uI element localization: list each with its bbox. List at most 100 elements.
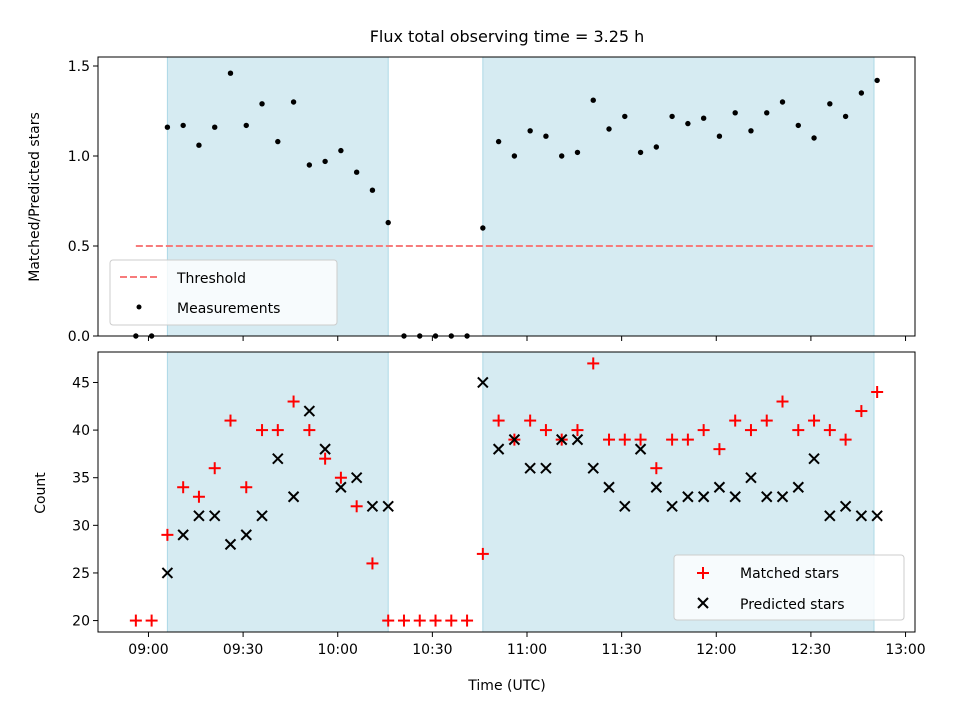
predicted-stars-point xyxy=(193,510,205,522)
matched-stars-point xyxy=(792,424,805,437)
predicted-stars-point xyxy=(256,510,268,522)
matched-stars-point xyxy=(461,614,474,627)
x-tick-label: 09:30 xyxy=(223,642,263,658)
predicted-stars-point xyxy=(650,481,663,493)
measurements-point xyxy=(180,122,186,129)
bottom-xlabel: Time (UTC) xyxy=(467,678,545,694)
measurements-point xyxy=(590,97,596,103)
matched-stars-point xyxy=(650,462,663,475)
predicted-stars-point xyxy=(224,538,237,551)
matched-stars-point xyxy=(161,528,174,541)
measurements-point xyxy=(748,128,754,134)
predicted-stars-point xyxy=(682,491,694,503)
matched-stars-point xyxy=(744,424,757,437)
measurements-point xyxy=(243,122,249,129)
matched-stars-point xyxy=(855,405,868,418)
x-tick-label: 12:00 xyxy=(696,642,736,658)
measurements-point xyxy=(369,187,376,193)
observing-window-2 xyxy=(482,56,875,337)
matched-stars-point xyxy=(445,614,458,627)
y-tick-label: 0.5 xyxy=(68,239,90,255)
predicted-stars-point xyxy=(745,472,757,484)
matched-stars-point xyxy=(256,424,269,437)
predicted-stars-point xyxy=(792,481,804,493)
predicted-stars-point xyxy=(382,500,394,512)
predicted-stars-point xyxy=(855,510,868,522)
x-tick-label: 11:30 xyxy=(601,642,641,658)
predicted-stars-point xyxy=(540,462,552,474)
matched-stars-point xyxy=(587,357,600,370)
matched-stars-point xyxy=(334,471,347,484)
matched-stars-point xyxy=(366,557,379,570)
legend-matched-swatch xyxy=(697,567,709,579)
top-panel: 0.0 0.5 1.0 1.5 Matched/Predicted stars Thr… xyxy=(27,56,916,345)
matched-stars-point xyxy=(303,424,316,437)
legend-measurements-label: Measurements xyxy=(177,301,280,317)
matched-stars-point xyxy=(871,386,884,398)
chart-title: Flux total observing time = 3.25 h xyxy=(370,27,645,46)
matched-stars-point xyxy=(476,547,489,560)
predicted-stars-point xyxy=(161,567,174,579)
y-tick-label: 25 xyxy=(72,566,90,582)
measurements-point xyxy=(495,138,502,145)
matched-stars-point xyxy=(681,433,694,446)
measurements-point xyxy=(212,124,218,130)
matched-stars-point xyxy=(240,481,253,494)
legend-matched-label: Matched stars xyxy=(740,566,839,582)
legend-predicted-swatch xyxy=(697,597,709,609)
measurements-point xyxy=(338,147,344,154)
x-tick-label: 13:00 xyxy=(885,642,925,658)
matched-stars-point xyxy=(823,424,836,437)
predicted-stars-point xyxy=(366,500,379,512)
matched-stars-point xyxy=(603,433,616,446)
predicted-stars-point xyxy=(619,500,631,512)
predicted-stars-point xyxy=(666,500,678,512)
matched-stars-point xyxy=(287,395,300,408)
y-tick-label: 1.5 xyxy=(68,59,90,75)
predicted-stars-point xyxy=(555,433,568,446)
top-legend-box xyxy=(109,259,338,326)
observing-window-1 xyxy=(166,351,389,633)
y-tick-label: 30 xyxy=(72,518,90,534)
bot-axes-frame xyxy=(97,351,916,633)
matched-stars-point xyxy=(413,614,426,627)
matched-stars-point xyxy=(571,424,584,437)
matched-stars-point xyxy=(539,424,552,437)
legend-measurements-swatch xyxy=(136,304,142,310)
predicted-stars-point xyxy=(319,443,331,455)
bottom-ylabel: Count xyxy=(33,472,49,514)
y-tick-label: 40 xyxy=(72,423,90,439)
measurements-point xyxy=(574,149,581,156)
matched-stars-point xyxy=(350,500,363,513)
matched-stars-point xyxy=(129,614,142,627)
matched-stars-point xyxy=(666,433,679,446)
predicted-stars-point xyxy=(524,462,536,474)
top-legend: Threshold Measurements xyxy=(109,259,338,326)
predicted-stars-point xyxy=(729,491,741,503)
measurements-point xyxy=(637,149,644,156)
x-tick-label: 09:00 xyxy=(128,642,168,658)
measurements-point xyxy=(353,169,360,175)
measurements-point xyxy=(559,153,565,159)
measurements-point xyxy=(764,110,770,116)
predicted-stars-point xyxy=(571,433,584,446)
matched-stars-point xyxy=(760,414,773,427)
predicted-stars-point xyxy=(871,510,883,522)
matched-stars-point xyxy=(524,414,537,427)
legend-predicted-label: Predicted stars xyxy=(740,597,845,613)
measurements-point xyxy=(842,113,849,120)
predicted-stars-point xyxy=(209,510,221,522)
measurements-point xyxy=(322,158,328,165)
predicted-stars-point xyxy=(839,500,852,512)
matched-stars-point xyxy=(271,424,284,437)
measurements-point xyxy=(827,101,833,107)
measurements-point xyxy=(543,133,549,139)
matched-stars-point xyxy=(808,414,821,427)
measurements-point xyxy=(196,142,202,148)
measurements-point xyxy=(795,122,801,129)
matched-stars-point xyxy=(697,424,710,437)
matched-stars-point xyxy=(634,433,647,446)
predicted-stars-point xyxy=(240,529,252,541)
matched-stars-point xyxy=(618,433,631,446)
